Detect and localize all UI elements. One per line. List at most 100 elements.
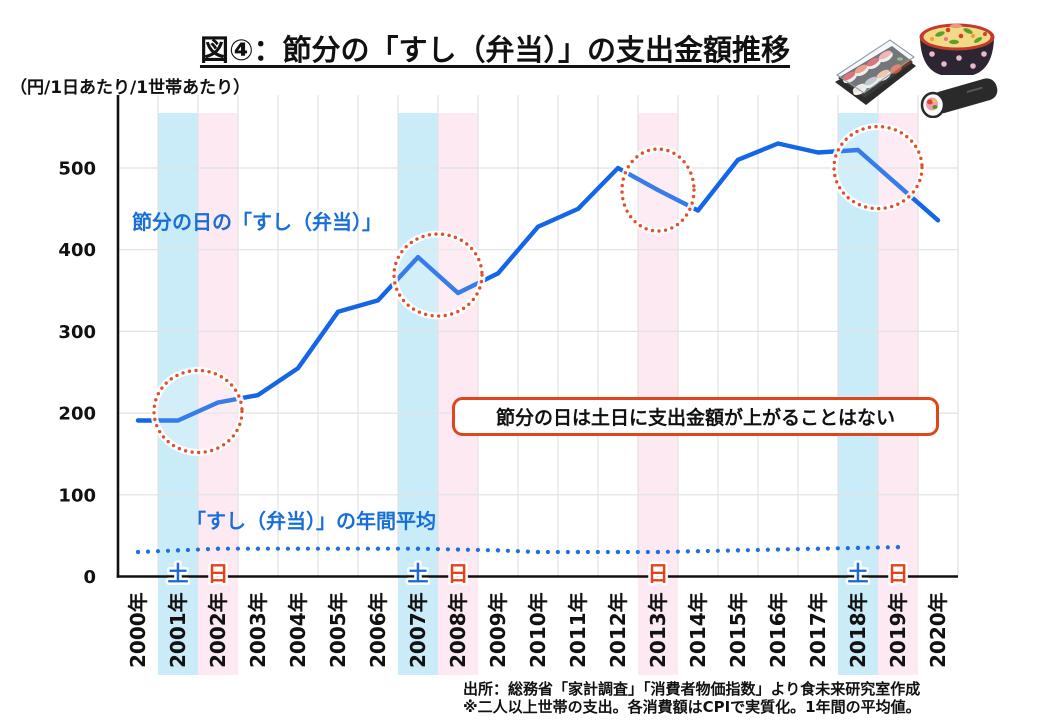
y-tick-labels: 0 100 200 300 400 500 (58, 159, 96, 589)
callout-border (452, 397, 939, 436)
annual-average-point (575, 549, 581, 555)
sunday-mark: 日 (888, 562, 909, 586)
annual-average-point (855, 545, 861, 551)
highlight-band-sunday (198, 113, 238, 675)
annual-average-point (655, 549, 661, 555)
sushi-bento-illustration (835, 23, 998, 118)
annual-average-point (735, 548, 741, 553)
annual-average-point (375, 546, 381, 551)
annual-average-point (775, 547, 781, 552)
setsubun-sushi-point (575, 206, 581, 211)
annual-average-point (695, 549, 701, 554)
x-tick-label: 2003年 (246, 592, 270, 668)
setsubun-sushi-point (335, 309, 341, 314)
setsubun-sushi-point (375, 298, 381, 303)
x-tick-label: 2005年 (326, 592, 350, 668)
setsubun-sushi-point (175, 418, 181, 423)
annual-average-point (175, 548, 181, 553)
x-tick-label: 2004年 (286, 592, 310, 668)
setsubun-sushi-point (855, 147, 861, 153)
annual-average-point (495, 548, 501, 553)
y-tick-label: 100 (58, 485, 96, 506)
series-label-annual-average: 「すし（弁当）」の年間平均 (186, 509, 436, 533)
setsubun-sushi-point (615, 165, 621, 171)
setsubun-sushi-point (655, 187, 661, 193)
y-tick-label: 200 (58, 404, 96, 425)
saturday-mark: 土 (848, 562, 869, 586)
x-tick-label: 2011年 (566, 592, 590, 668)
x-tick-label: 2013年 (646, 592, 670, 668)
x-tick-label: 2017年 (806, 592, 830, 668)
setsubun-sushi-point (775, 141, 781, 146)
x-tick-label: 2006年 (366, 592, 390, 668)
sunday-mark: 日 (648, 562, 669, 586)
highlight-band-saturday (398, 113, 438, 675)
y-tick-label: 0 (83, 567, 96, 588)
setsubun-sushi-point (735, 157, 741, 162)
series-lines (135, 141, 941, 555)
highlight-band-saturday (158, 113, 198, 675)
x-tick-label: 2010年 (526, 592, 550, 668)
setsubun-sushi-point (255, 393, 261, 398)
callout-text: 節分の日は土日に支出金額が上がることはない (496, 406, 895, 429)
x-tick-label: 2012年 (606, 592, 630, 668)
setsubun-sushi-point (415, 254, 421, 260)
annual-average-point (535, 549, 541, 555)
setsubun-sushi-point (935, 218, 941, 223)
setsubun-sushi-point (495, 271, 501, 276)
x-tick-label: 2020年 (926, 592, 950, 668)
annual-average-point (295, 546, 301, 551)
footer: 出所：総務省「家計調査」「消費者物価指数」より食未来研究室作成 ※二人以上世帯の… (463, 680, 921, 716)
callout-box: 節分の日は土日に支出金額が上がることはない (452, 397, 939, 436)
x-tick-label: 2008年 (446, 592, 470, 668)
highlight-circle (832, 124, 924, 211)
footnote: ※二人以上世帯の支出。各消費額はCPIで実質化。1年間の平均値。 (463, 698, 921, 716)
annual-average-point (615, 549, 621, 555)
x-tick-label: 2007年 (406, 592, 430, 668)
x-tick-label: 2001年 (166, 592, 190, 668)
annual-average-point (255, 546, 261, 551)
annual-average-point (895, 544, 901, 550)
setsubun-sushi-point (815, 150, 821, 155)
chirashi-bowl-icon (919, 23, 995, 75)
annual-average-point (815, 546, 821, 551)
saturday-mark: 土 (168, 562, 189, 586)
annual-average-point (415, 546, 421, 551)
x-tick-labels: 2000年 2001年 2002年 2003年 2004年 2005年 2006年 2007年… (126, 592, 950, 668)
setsubun-sushi-point (695, 208, 701, 213)
annual-average-point (215, 546, 221, 551)
highlight-band-sunday (638, 113, 678, 675)
highlight-circle (620, 147, 696, 233)
gridlines (118, 95, 959, 577)
ehomaki-roll-icon (920, 78, 998, 118)
y-tick-label: 300 (58, 322, 96, 343)
weekend-highlight-bands (158, 113, 918, 675)
sunday-mark: 日 (208, 562, 229, 586)
source-note: 出所：総務省「家計調査」「消費者物価指数」より食未来研究室作成 (463, 680, 921, 698)
sushi-tray-icon (835, 39, 916, 105)
sunday-mark: 日 (448, 562, 469, 586)
annual-average-point (335, 546, 341, 551)
setsubun-sushi-point (135, 418, 141, 423)
x-tick-label: 2014年 (686, 592, 710, 668)
annual-average-line (135, 545, 901, 555)
annual-average-point (135, 549, 141, 555)
highlight-circle (392, 232, 484, 318)
x-tick-label: 2009年 (486, 592, 510, 668)
x-tick-label: 2018年 (846, 592, 870, 668)
y-tick-label: 500 (58, 159, 96, 180)
axes (116, 95, 958, 578)
series-points (135, 141, 941, 555)
setsubun-sushi-point (295, 366, 301, 371)
annual-average-point (455, 547, 461, 552)
x-tick-label: 2019年 (886, 592, 910, 668)
setsubun-sushi-point (215, 400, 221, 405)
setsubun-sushi-line (135, 141, 941, 423)
setsubun-sushi-point (455, 290, 461, 296)
chart-title: 図④：節分の「すし（弁当）」の支出金額推移 (199, 33, 791, 67)
saturday-mark: 土 (408, 562, 429, 586)
setsubun-sushi-point (535, 224, 541, 229)
highlight-circle (152, 368, 244, 455)
x-tick-label: 2016年 (766, 592, 790, 668)
